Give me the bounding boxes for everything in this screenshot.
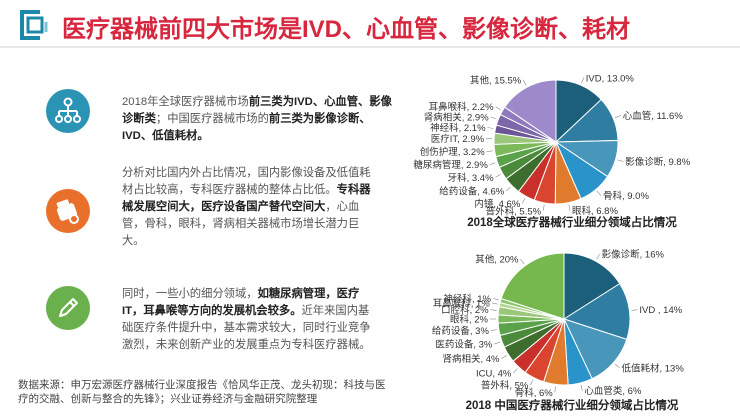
- slice-label: 普外科, 5.5%: [486, 205, 542, 217]
- slice-label: 骨科, 9.0%: [603, 190, 649, 202]
- highlight-text: 前三类为影像诊断、IVD、低值耗材。: [122, 113, 371, 142]
- leader-line: [568, 204, 571, 211]
- slice-label: 影像诊断, 16%: [602, 249, 665, 261]
- slice-label: 其他, 15.5%: [470, 75, 522, 87]
- leader-line: [614, 363, 620, 369]
- network-icon: [46, 89, 90, 133]
- leader-line: [615, 115, 621, 118]
- global-market-pie-chart: IVD, 13.0% 心血管, 11.6% 影像诊断, 9.8% 骨科, 9.0% 眼科…: [413, 73, 690, 229]
- title-divider: [0, 46, 740, 48]
- leader-line: [522, 79, 527, 86]
- slice-label: 耳鼻喉科, 1%: [433, 297, 491, 309]
- slice-label: 医药设备, 3%: [435, 339, 493, 351]
- leader-line: [631, 309, 638, 311]
- slice-label: 肾病相关, 4%: [443, 353, 501, 365]
- brand-logo-icon: [20, 10, 48, 40]
- leader-line: [513, 368, 518, 374]
- body-text: ；中国医疗器械市场的: [155, 113, 269, 125]
- leader-line: [542, 204, 545, 211]
- slice-label: 眼科, 2%: [450, 314, 489, 326]
- body-text: 分析对比国内外占比情况，国内影像设备及低值耗材占比较高，专科医疗器械的整体占比低…: [122, 167, 371, 196]
- pie-slice: [504, 79, 557, 143]
- paragraph-niche-opportunities: 同时，一些小的细分领域，如糖尿病管理，医疗IT，耳鼻喉等方向的发展机会较多。近年…: [122, 286, 374, 354]
- leader-line: [494, 341, 501, 345]
- leader-line: [490, 309, 497, 311]
- slice-label: 内镜, 4.6%: [474, 198, 520, 210]
- body-text: 2018年全球医疗器械市场: [122, 96, 249, 108]
- leader-line: [520, 258, 525, 265]
- slice-label: 肾病相关, 2.9%: [424, 111, 489, 123]
- slice-label: 心血管, 11.6%: [623, 110, 684, 122]
- slice-label: 神经科, 2.1%: [430, 122, 486, 134]
- leader-line: [501, 355, 507, 359]
- leader-line: [487, 127, 494, 129]
- slice-label: 口腔科, 2%: [441, 304, 489, 316]
- highlight-text: 如糖尿病管理，医疗IT，耳鼻喉等方向的发展机会较多。: [122, 288, 360, 317]
- leader-line: [522, 197, 526, 204]
- slice-label: 给药设备, 3%: [432, 325, 490, 337]
- leader-line: [617, 159, 624, 162]
- slice-label: 创伤护理, 3.2%: [420, 146, 485, 158]
- body-text: 同时，一些小的细分领域，: [122, 288, 258, 300]
- slice-label: 神经科, 1%: [443, 293, 491, 305]
- slice-label: 医疗IT, 2.9%: [431, 133, 485, 145]
- leader-line: [495, 106, 501, 111]
- leader-line: [596, 254, 600, 260]
- leader-line: [492, 298, 499, 301]
- pie-slice: [563, 252, 621, 320]
- leader-line: [495, 173, 501, 178]
- paragraph-global-market: 2018年全球医疗器械市场前三类为IVD、心血管、影像诊断类；中国医疗器械市场的…: [122, 94, 394, 145]
- pie-slice: [562, 282, 631, 341]
- leader-line: [490, 116, 497, 120]
- leader-line: [486, 150, 493, 152]
- leader-line: [596, 190, 602, 196]
- slice-label: 眼科, 6.8%: [572, 205, 618, 217]
- body-text: ，心血管，骨科，眼科，肾病相关器械市场增长潜力巨大。: [122, 201, 360, 247]
- slice-label: IVD , 14%: [639, 305, 682, 316]
- leader-line: [581, 77, 585, 84]
- leader-line: [530, 379, 534, 386]
- pencil-icon: [46, 286, 90, 330]
- paragraph-domestic-comparison: 分析对比国内外占比情况，国内影像设备及低值耗材占比较高，专科医疗器械的整体占比低…: [122, 165, 374, 250]
- slice-label: 给药设备, 4.6%: [439, 186, 504, 198]
- slice-label: 骨科, 6%: [515, 387, 554, 399]
- slice-label: ICU, 4%: [476, 368, 512, 379]
- slice-label: IVD, 13.0%: [586, 73, 635, 84]
- slice-label: 其他, 20%: [475, 254, 519, 266]
- slice-label: 影像诊断, 9.8%: [625, 156, 690, 168]
- slice-label: 低值耗材, 13%: [622, 362, 685, 374]
- slice-label: 牙科, 3.4%: [448, 172, 494, 184]
- pill-bottle-icon: [46, 189, 90, 233]
- highlight-text: 前三类为IVD、心血管、影像诊断类: [122, 96, 392, 125]
- leader-line: [580, 384, 583, 391]
- data-source-note: 数据来源：申万宏源医疗器械行业深度报告《恰风华正茂、龙头初现：科技与医疗的交融、…: [18, 379, 386, 405]
- slice-label: 普外科, 5%: [481, 379, 529, 391]
- page-title: 医疗器械前四大市场是IVD、心血管、影像诊断、耗材: [62, 16, 631, 43]
- highlight-text: 专科器械发展空间大，医疗设备国产替代空间大: [122, 184, 371, 213]
- leader-line: [505, 186, 511, 192]
- leader-line: [491, 302, 498, 305]
- slice-label: 心血管类, 6%: [584, 385, 642, 397]
- body-text: 近年来国内基础医疗条件提升中，基本需求较大，同时行业竞争激烈，未来创新产业的发展…: [122, 305, 371, 351]
- leader-line: [490, 329, 497, 331]
- chart-title: 2018全球医疗器械行业细分领域占比情况: [467, 215, 677, 229]
- leader-line: [489, 162, 496, 165]
- chart-title: 2018 中国医疗器械行业细分领域占比情况: [466, 398, 679, 412]
- china-market-pie-chart: 影像诊断, 16% IVD , 14% 低值耗材, 13% 心血管类, 6% 骨科, 6…: [432, 249, 685, 412]
- slice-label: 糖尿病管理, 2.9%: [413, 159, 488, 171]
- pie-slice: [500, 252, 565, 320]
- leader-line: [554, 386, 556, 393]
- slice-label: 耳鼻喉科, 2.2%: [429, 101, 494, 113]
